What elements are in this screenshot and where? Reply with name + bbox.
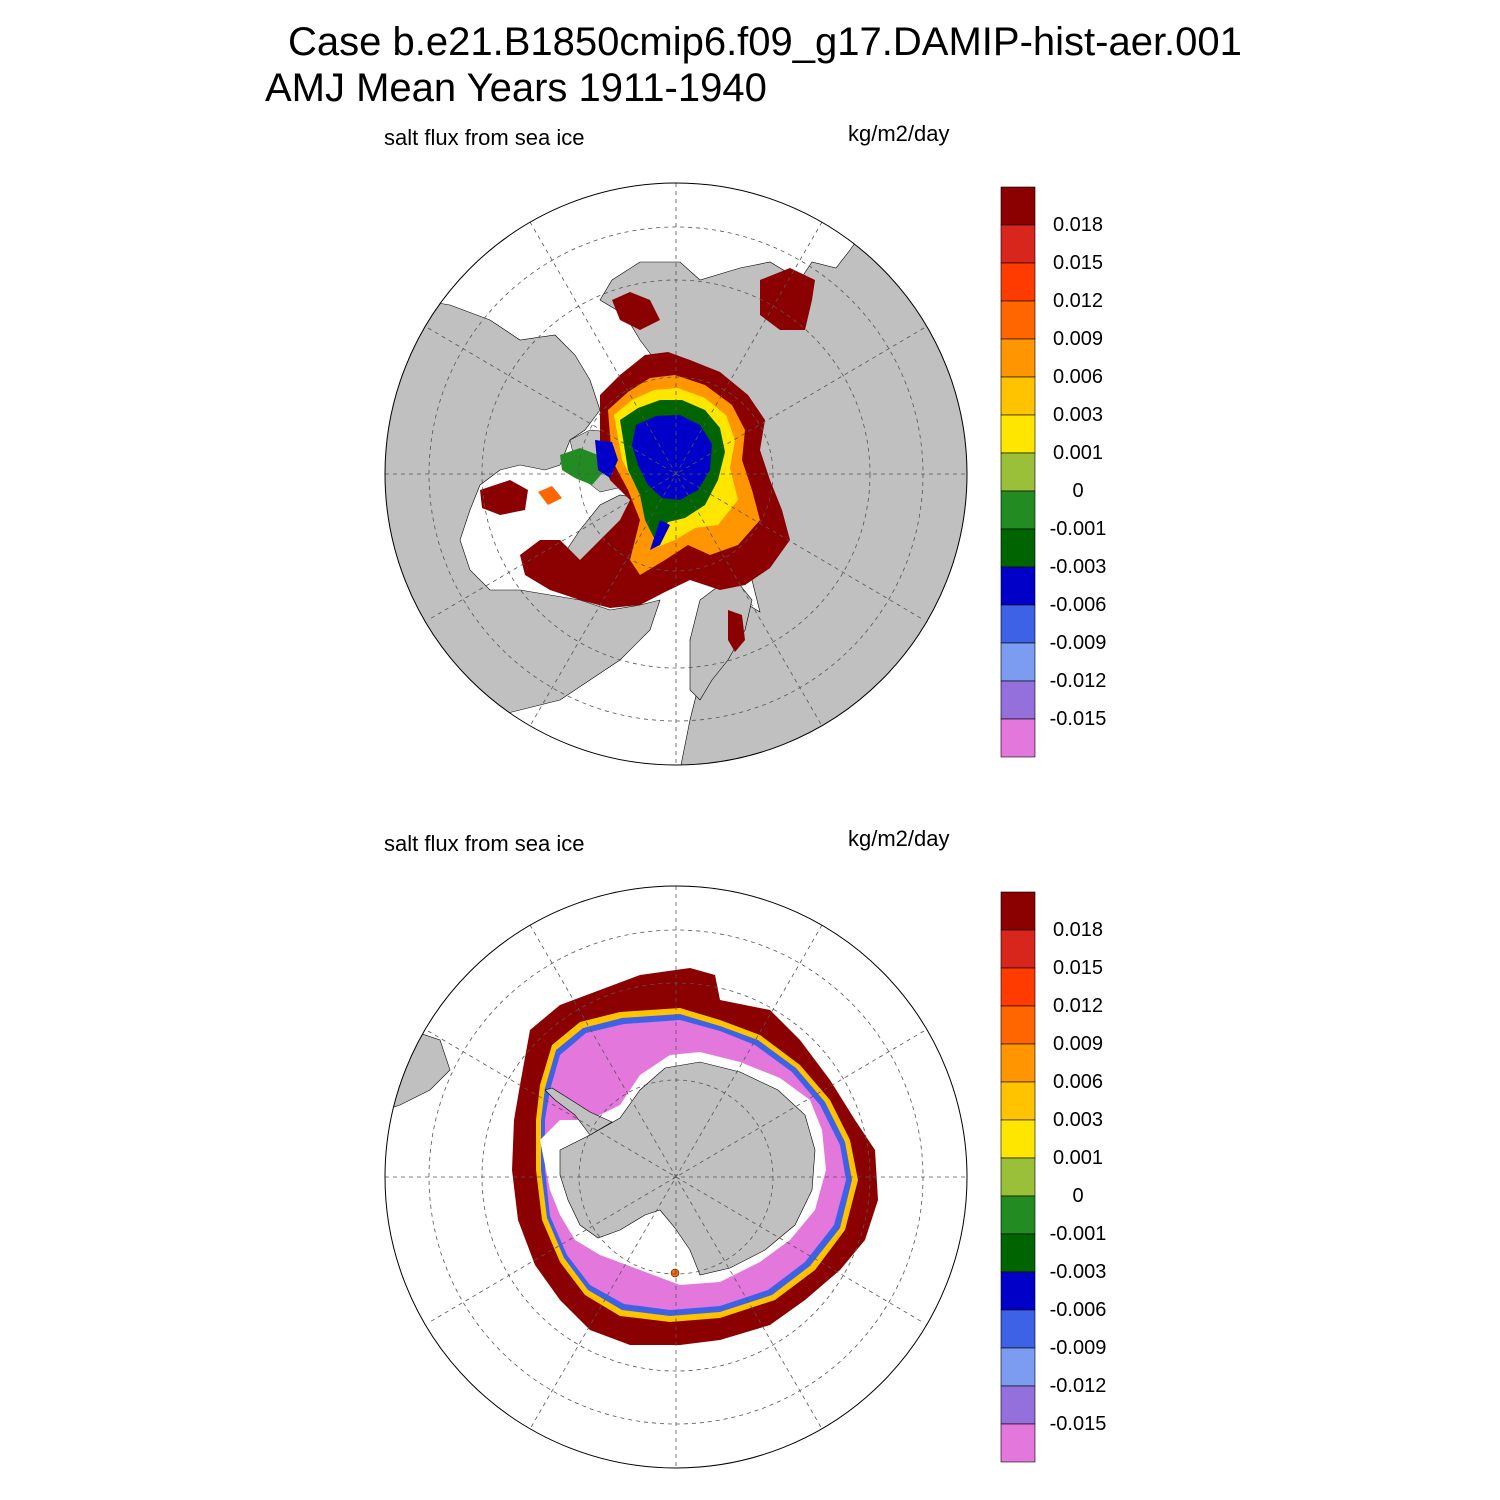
north-colorbar-tick-label: 0.012: [1052, 290, 1104, 312]
north-colorbar-box: [1000, 528, 1036, 568]
north-colorbar-tick-label: 0.001: [1052, 442, 1104, 464]
north-colorbar-box: [1000, 452, 1036, 492]
north-colorbar-tick-label: 0.003: [1052, 404, 1104, 426]
north-ice-baltic: [728, 610, 745, 652]
south-colorbar-box: [1000, 929, 1036, 969]
south-colorbar-box: [1000, 1309, 1036, 1349]
north-ice-core-blue: [632, 415, 712, 500]
south-colorbar-tick-label: -0.001: [1049, 1223, 1107, 1245]
north-colorbar-tick-label: 0.009: [1052, 328, 1104, 350]
north-ice-field: [480, 268, 815, 652]
south-colorbar-box: [1000, 1347, 1036, 1387]
north-ice-archipelago-channels: [560, 448, 605, 485]
north-colorbar-tick-label: -0.001: [1049, 518, 1107, 540]
south-colorbar-tick-label: 0: [1072, 1185, 1084, 1207]
north-ice-hudson-bay: [480, 480, 528, 515]
south-colorbar: [1000, 891, 1036, 1463]
south-colorbar-tick-label: -0.012: [1049, 1375, 1107, 1397]
south-colorbar-tick-label: 0.006: [1052, 1071, 1104, 1093]
south-colorbar-tick-label: 0.012: [1052, 995, 1104, 1017]
north-colorbar-tick-label: 0: [1072, 480, 1084, 502]
south-colorbar-tick-label: 0.003: [1052, 1109, 1104, 1131]
north-colorbar-tick-label: -0.006: [1049, 594, 1107, 616]
north-colorbar-box: [1000, 566, 1036, 606]
figure-title-case: Case b.e21.B1850cmip6.f09_g17.DAMIP-hist…: [288, 20, 1242, 64]
south-colorbar-tick-label: 0.001: [1052, 1147, 1104, 1169]
south-land-antarctica: [559, 1061, 816, 1276]
north-colorbar-box: [1000, 186, 1036, 226]
south-colorbar-box: [1000, 1005, 1036, 1045]
north-colorbar-box: [1000, 338, 1036, 378]
south-colorbar-box: [1000, 1081, 1036, 1121]
north-colorbar-tick-label: -0.012: [1049, 670, 1107, 692]
south-colorbar-box: [1000, 1385, 1036, 1425]
south-colorbar-tick-label: -0.009: [1049, 1337, 1107, 1359]
north-colorbar-box: [1000, 642, 1036, 682]
south-colorbar-box: [1000, 1043, 1036, 1083]
south-colorbar-tick-label: 0.009: [1052, 1033, 1104, 1055]
south-colorbar-tick-label: -0.003: [1049, 1261, 1107, 1283]
north-colorbar-tick-label: 0.006: [1052, 366, 1104, 388]
south-polar-map: [384, 885, 968, 1469]
south-variable-label: salt flux from sea ice: [384, 831, 585, 856]
south-colorbar-box: [1000, 1271, 1036, 1311]
north-colorbar-box: [1000, 718, 1036, 758]
south-colorbar-box: [1000, 1423, 1036, 1463]
south-map-border: [384, 885, 968, 1469]
north-colorbar-tick-label: -0.009: [1049, 632, 1107, 654]
north-ice-okhotsk: [760, 268, 815, 330]
north-colorbar-box: [1000, 414, 1036, 454]
north-colorbar-box: [1000, 224, 1036, 264]
figure-title-period: AMJ Mean Years 1911-1940: [265, 66, 767, 110]
south-colorbar-box: [1000, 891, 1036, 931]
north-ice-archipelago-channels-blue: [595, 440, 618, 478]
north-units-label: kg/m2/day: [848, 121, 950, 146]
north-colorbar-box: [1000, 262, 1036, 302]
south-ice-spot: [670, 1268, 680, 1278]
north-colorbar-box: [1000, 680, 1036, 720]
north-polar-map: [384, 182, 968, 766]
south-colorbar-box: [1000, 1119, 1036, 1159]
south-colorbar-box: [1000, 1157, 1036, 1197]
north-variable-label: salt flux from sea ice: [384, 125, 585, 150]
south-graticule: [385, 886, 967, 1468]
north-map-border: [384, 182, 968, 766]
south-colorbar-box: [1000, 967, 1036, 1007]
north-colorbar-tick-label: -0.003: [1049, 556, 1107, 578]
north-ice-baffin-orange: [538, 486, 562, 505]
south-colorbar-box: [1000, 1195, 1036, 1235]
south-colorbar-tick-label: -0.015: [1049, 1413, 1107, 1435]
north-ice-fram-outflow: [650, 520, 670, 550]
south-units-label: kg/m2/day: [848, 826, 950, 851]
south-colorbar-tick-label: 0.015: [1052, 957, 1104, 979]
north-colorbar-box: [1000, 604, 1036, 644]
south-colorbar-box: [1000, 1233, 1036, 1273]
north-colorbar-box: [1000, 300, 1036, 340]
north-colorbar-tick-label: 0.018: [1052, 214, 1104, 236]
north-ice-bering: [612, 292, 660, 330]
north-colorbar-box: [1000, 490, 1036, 530]
south-colorbar-tick-label: 0.018: [1052, 919, 1104, 941]
north-colorbar-box: [1000, 376, 1036, 416]
north-colorbar-tick-label: -0.015: [1049, 708, 1107, 730]
north-colorbar: [1000, 186, 1036, 758]
south-colorbar-tick-label: -0.006: [1049, 1299, 1107, 1321]
north-graticule: [385, 183, 967, 765]
north-colorbar-tick-label: 0.015: [1052, 252, 1104, 274]
north-land-northamerica: [385, 299, 661, 721]
